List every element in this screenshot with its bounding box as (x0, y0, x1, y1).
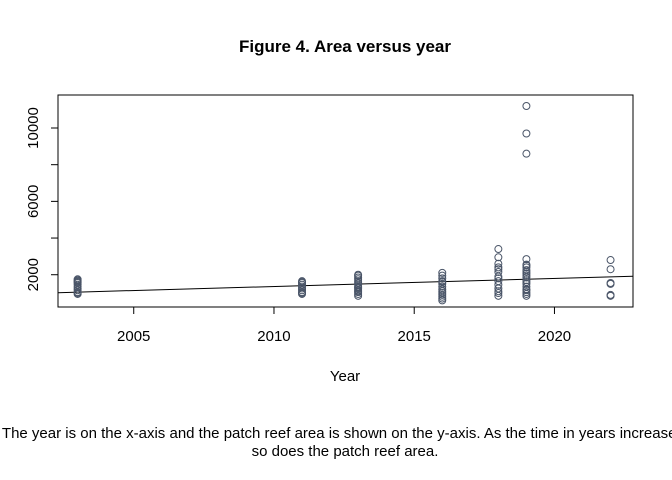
x-tick-label: 2020 (538, 328, 571, 345)
y-tick-label: 2000 (25, 258, 42, 291)
data-point (494, 253, 503, 262)
y-axis: 2000 6000 10000 (25, 107, 58, 291)
data-point (606, 265, 615, 274)
data-point (438, 271, 447, 280)
x-tick-label: 2015 (398, 328, 431, 345)
x-tick-label: 2010 (257, 328, 290, 345)
data-point (438, 268, 447, 277)
data-point (606, 290, 615, 299)
data-point (522, 255, 531, 264)
y-tick-label: 6000 (25, 185, 42, 218)
data-point (494, 267, 503, 276)
data-point (522, 276, 531, 285)
data-point (438, 274, 447, 283)
data-point (522, 149, 531, 158)
data-point (494, 287, 503, 296)
data-point (522, 282, 531, 291)
data-point (73, 289, 82, 298)
data-point (522, 102, 531, 111)
data-point (494, 277, 503, 286)
data-point (354, 283, 363, 292)
data-point (438, 278, 447, 287)
data-point (354, 287, 363, 296)
data-point (298, 277, 307, 286)
data-point (354, 270, 363, 279)
data-point (606, 256, 615, 265)
x-tick-label: 2005 (117, 328, 150, 345)
plot-frame (57, 94, 634, 308)
figure-caption: The year is on the x-axis and the patch … (1, 425, 672, 460)
data-point (494, 245, 503, 254)
data-point (494, 280, 503, 289)
data-point (522, 266, 531, 275)
data-point (606, 278, 615, 287)
data-point (438, 282, 447, 291)
data-point (298, 289, 307, 298)
data-point (522, 129, 531, 138)
x-axis-label: Year (330, 368, 360, 385)
data-points (73, 102, 615, 305)
data-point (494, 259, 503, 268)
data-point (522, 286, 531, 295)
data-point (494, 265, 503, 274)
x-axis: 2005 2010 2015 2020 (117, 306, 571, 345)
data-point (73, 275, 82, 284)
trend-line-group (57, 275, 634, 294)
y-tick-label: 10000 (25, 107, 42, 149)
trend-line (57, 275, 634, 294)
data-point (522, 260, 531, 269)
chart-title: Figure 4. Area versus year (239, 37, 451, 56)
data-point (494, 274, 503, 283)
